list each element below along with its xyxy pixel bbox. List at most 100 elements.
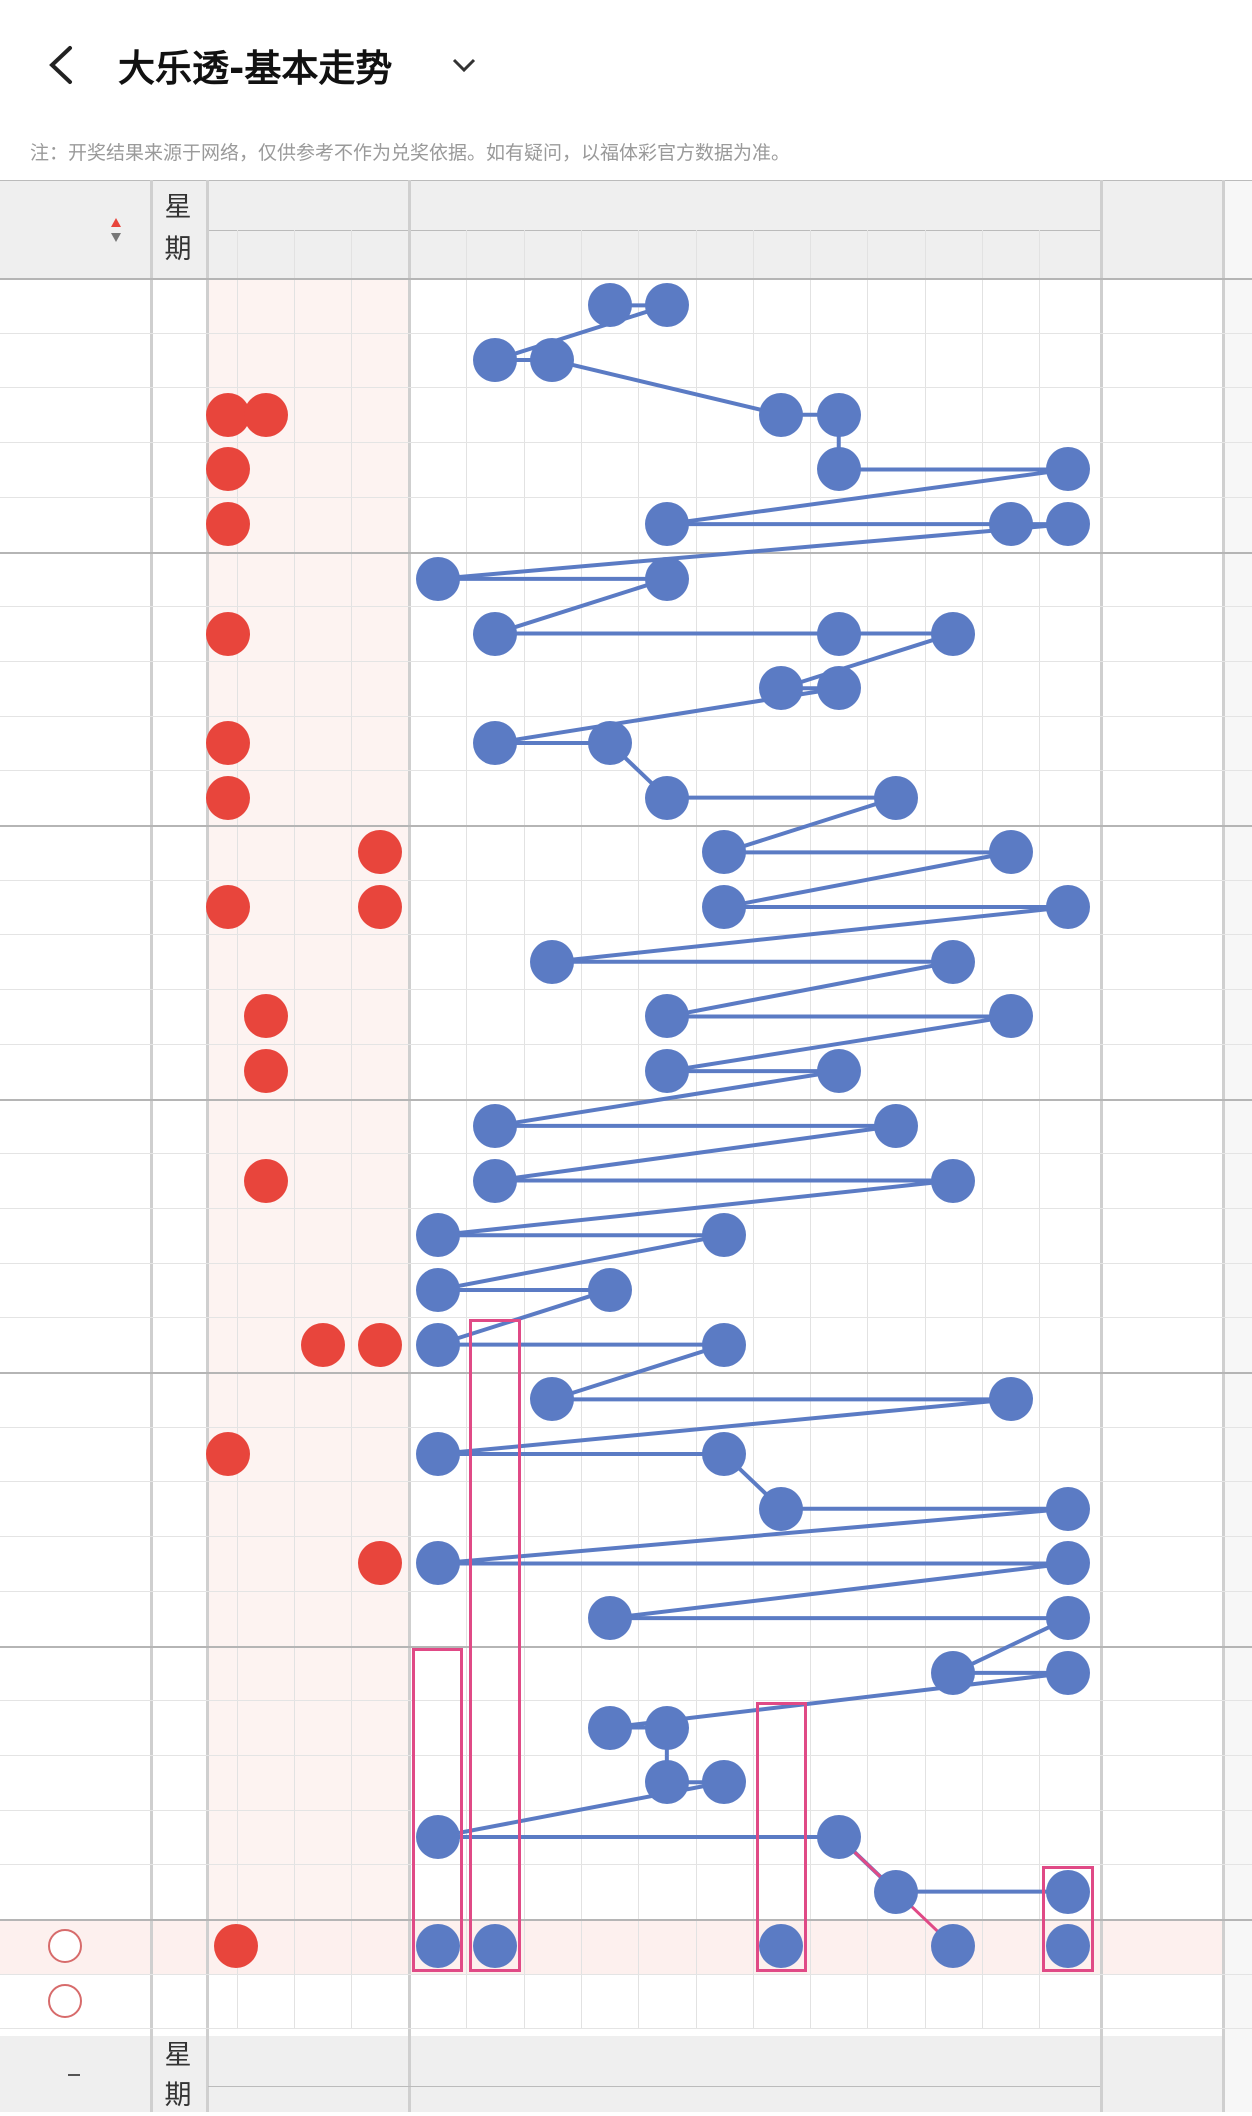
- blue-miss-cell: [925, 661, 982, 716]
- front-miss-cell: [208, 1153, 236, 1208]
- front-miss-cell: [237, 1099, 294, 1154]
- sum-cell: [1100, 1536, 1222, 1591]
- pick-blue-option-08: [810, 1919, 867, 1974]
- select-radio[interactable]: [48, 1984, 82, 2019]
- pick-front-option: [237, 1974, 294, 2029]
- red-ball: [243, 1158, 288, 1203]
- pick-blue-ball-10[interactable]: [931, 1924, 976, 1969]
- grid-line: [0, 1481, 1252, 1483]
- blue-miss-cell: [982, 1481, 1039, 1536]
- period-cell: [20, 1427, 140, 1482]
- blue-col-header-09: [867, 230, 924, 278]
- front-miss-cell: [294, 1810, 351, 1865]
- pick-blue-ball-12[interactable]: [1045, 1924, 1090, 1969]
- blue-miss-cell: [867, 661, 924, 716]
- blue-miss-cell: [867, 387, 924, 442]
- blue-miss-cell: [810, 989, 867, 1044]
- blue-miss-cell: [982, 770, 1039, 825]
- sum-cell: [1100, 1153, 1222, 1208]
- blue-miss-cell: [696, 716, 753, 771]
- pick-front-option: [208, 1974, 236, 2029]
- blue-miss-cell: [925, 1700, 982, 1755]
- blue-miss-cell: [581, 1646, 638, 1701]
- blue-miss-cell: [466, 278, 523, 333]
- pick-blue-option-04: [581, 1919, 638, 1974]
- blue-miss-cell: [753, 1372, 810, 1427]
- blue-miss-cell: [925, 880, 982, 935]
- col-divider: [408, 180, 411, 2112]
- period-cell: [20, 1372, 140, 1427]
- pick-blue-option-11: [982, 1919, 1039, 1974]
- sum-cell: [1100, 1372, 1222, 1427]
- blue-miss-cell: [810, 1317, 867, 1372]
- blue-col-header-02: [466, 230, 523, 278]
- blue-miss-cell: [1039, 1755, 1096, 1810]
- sum-cell: [1100, 825, 1222, 880]
- blue-miss-cell: [581, 497, 638, 552]
- blue-miss-cell: [925, 278, 982, 333]
- blue-miss-cell: [810, 1099, 867, 1154]
- period-cell: [20, 1646, 140, 1701]
- blue-miss-cell: [982, 442, 1039, 497]
- blue-miss-cell: [982, 1208, 1039, 1263]
- grid-line: [0, 1754, 1252, 1756]
- blue-miss-cell: [753, 278, 810, 333]
- blue-miss-cell: [638, 1591, 695, 1646]
- blue-miss-cell: [524, 1591, 581, 1646]
- red-ball: [206, 447, 250, 492]
- grid-line: [351, 230, 352, 2029]
- blue-miss-cell: [867, 880, 924, 935]
- front-miss-cell: [237, 552, 294, 607]
- blue-miss-cell: [466, 770, 523, 825]
- blue-miss-cell: [1039, 770, 1096, 825]
- pick-blue-ball-07[interactable]: [759, 1924, 804, 1969]
- front-miss-cell: [294, 1153, 351, 1208]
- front-miss-cell: [351, 989, 408, 1044]
- blue-ball-12: [1045, 447, 1090, 492]
- blue-ball-09: [874, 1103, 919, 1148]
- blue-miss-cell: [638, 1427, 695, 1482]
- pick-blue-ball-02[interactable]: [472, 1924, 517, 1969]
- back-button[interactable]: [40, 40, 80, 90]
- front-miss-cell: [294, 1263, 351, 1318]
- col-divider: [150, 180, 153, 2112]
- blue-ball-01: [415, 1541, 460, 1586]
- blue-miss-cell: [409, 1153, 466, 1208]
- blue-miss-cell: [753, 770, 810, 825]
- blue-ball-06: [702, 1322, 747, 1367]
- blue-miss-cell: [753, 1317, 810, 1372]
- blue-miss-cell: [638, 1536, 695, 1591]
- select-radio[interactable]: [48, 1929, 82, 1964]
- grid-line: [0, 989, 1252, 991]
- title-dropdown-toggle[interactable]: [448, 52, 480, 80]
- blue-miss-cell: [810, 1864, 867, 1919]
- blue-miss-cell: [524, 442, 581, 497]
- weekday-cell: [152, 825, 206, 880]
- red-ball: [300, 1322, 345, 1367]
- front-miss-cell: [351, 1864, 408, 1919]
- front-miss-cell: [294, 1427, 351, 1482]
- pick-blue-ball-01[interactable]: [415, 1924, 460, 1969]
- pick2-blue-option-08: [810, 1974, 867, 2029]
- front-miss-cell: [237, 1427, 294, 1482]
- blue-ball-05: [644, 775, 689, 820]
- blue-miss-cell: [524, 1044, 581, 1099]
- blue-miss-cell: [753, 333, 810, 388]
- weekday-cell: [152, 278, 206, 333]
- front-miss-cell: [208, 825, 236, 880]
- front-miss-cell: [237, 1591, 294, 1646]
- blue-miss-cell: [696, 1044, 753, 1099]
- blue-miss-cell: [867, 716, 924, 771]
- blue-ball-10: [931, 939, 976, 984]
- period-cell: [20, 1044, 140, 1099]
- front-miss-cell: [294, 387, 351, 442]
- blue-miss-cell: [638, 387, 695, 442]
- weekday-cell: [152, 1591, 206, 1646]
- front-miss-cell: [294, 1646, 351, 1701]
- sort-icon[interactable]: [110, 216, 122, 244]
- highlight-box: [412, 1647, 464, 1972]
- red-ball[interactable]: [214, 1924, 258, 1969]
- sum-cell: [1100, 1646, 1222, 1701]
- blue-miss-cell: [696, 934, 753, 989]
- blue-miss-cell: [810, 1481, 867, 1536]
